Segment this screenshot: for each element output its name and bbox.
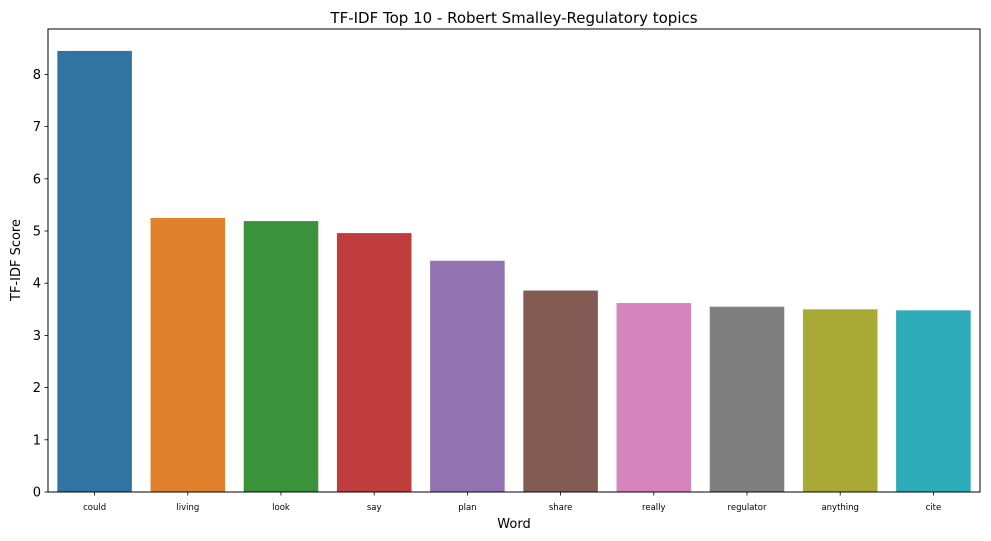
bar-could [57,50,132,493]
bar-regulator [709,306,785,492]
bar-look [243,221,319,492]
y-tick-label: 2 [33,381,41,396]
bar-share [523,290,598,492]
bar-living [150,217,226,492]
x-tick-label: really [642,503,666,513]
y-axis-label: TF-IDF Score [9,219,24,302]
bar-say [336,233,412,492]
y-tick-label: 3 [33,329,41,344]
x-tick-label: anything [821,503,859,513]
x-tick-label: cite [926,503,942,513]
y-tick-label: 8 [33,68,41,83]
x-axis-label: Word [497,517,530,532]
bar-cite [896,310,971,492]
bar-really [616,303,692,492]
y-tick-label: 1 [33,433,41,448]
x-tick-label: living [176,503,199,513]
y-tick-label: 0 [33,486,41,501]
x-tick-label: look [272,503,290,513]
y-tick-label: 6 [33,172,41,187]
y-tick-label: 5 [33,225,41,240]
y-tick-label: 7 [33,120,41,135]
y-tick-label: 4 [33,277,41,292]
chart-title: TF-IDF Top 10 - Robert Smalley-Regulator… [329,9,697,27]
x-tick-label: share [549,503,573,513]
bar-anything [802,309,878,492]
x-tick-label: say [367,503,382,513]
plot-frame [47,28,981,493]
x-tick-label: could [83,503,106,513]
x-tick-label: plan [458,503,476,513]
bar-plan [430,260,505,492]
x-tick-label: regulator [728,503,767,513]
